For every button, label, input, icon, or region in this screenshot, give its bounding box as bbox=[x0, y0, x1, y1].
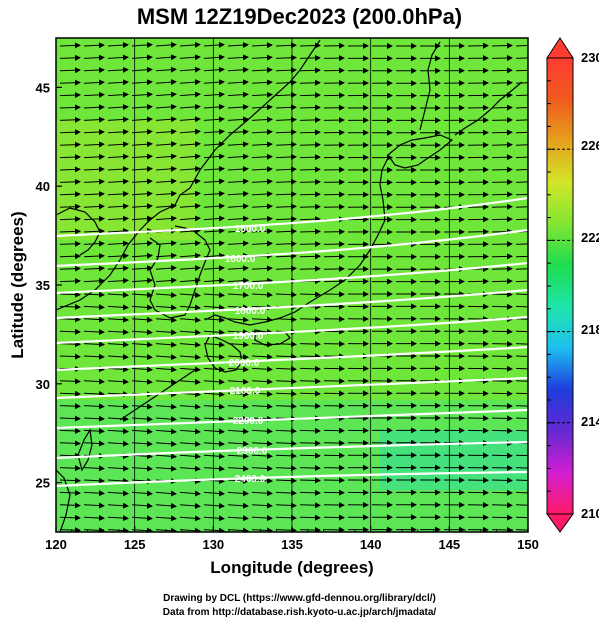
y-tick-label: 40 bbox=[36, 179, 50, 194]
height-contour-line bbox=[56, 315, 528, 345]
x-tick-label: 140 bbox=[360, 537, 382, 552]
chart-title: MSM 12Z19Dec2023 (200.0hPa) bbox=[136, 4, 463, 29]
height-contour-line bbox=[56, 345, 528, 372]
colorbar-top-triangle bbox=[546, 37, 574, 59]
contour-label: 2100.0 bbox=[230, 386, 261, 397]
contour-label: 1800.0 bbox=[235, 306, 266, 317]
height-contour-line bbox=[56, 408, 528, 430]
southeast-cyan-patch bbox=[380, 430, 528, 490]
colorbar-label-222: 222 bbox=[581, 230, 599, 245]
height-contour-line bbox=[56, 440, 528, 460]
height-contours: 1500.0 1600.0 1700.0 1800.0 1900.0 2000.0 2100… bbox=[56, 196, 528, 488]
footer-credit-data: Data from http://database.rish.kyoto-u.a… bbox=[162, 607, 437, 618]
footer-credit-dcl: Drawing by DCL (https://www.gfd-dennou.o… bbox=[163, 593, 436, 604]
y-tick-label: 25 bbox=[36, 476, 50, 491]
colorbar: 230 226 222 218 214 210 bbox=[546, 37, 599, 533]
wind-vectors bbox=[59, 41, 528, 532]
height-contour-line bbox=[56, 261, 528, 295]
contour-label: 2400.0 bbox=[235, 474, 266, 485]
x-tick-label: 125 bbox=[124, 537, 146, 552]
colorbar-label-226: 226 bbox=[581, 138, 599, 153]
y-tick-label: 30 bbox=[36, 377, 50, 392]
northwest-yellow-patch bbox=[56, 120, 196, 240]
contour-label: 1600.0 bbox=[225, 254, 256, 265]
height-contour-line bbox=[56, 196, 528, 238]
x-tick-label: 145 bbox=[438, 537, 460, 552]
x-tick-label: 135 bbox=[281, 537, 303, 552]
contour-label: 1900.0 bbox=[233, 331, 264, 342]
colorbar-bottom-triangle bbox=[546, 513, 574, 533]
colorbar-label-210: 210 bbox=[581, 506, 599, 521]
contour-label: 1700.0 bbox=[233, 281, 264, 292]
axis-ticks: 120 125 130 135 140 145 150 25 30 35 40 45 bbox=[36, 80, 539, 552]
x-tick-label: 150 bbox=[517, 537, 539, 552]
x-axis-label: Longitude (degrees) bbox=[210, 558, 374, 577]
x-tick-label: 120 bbox=[45, 537, 67, 552]
height-contour-line bbox=[56, 376, 528, 400]
y-tick-label: 35 bbox=[36, 278, 50, 293]
y-tick-label: 45 bbox=[36, 80, 50, 95]
x-tick-label: 130 bbox=[202, 537, 224, 552]
height-contour-line bbox=[56, 470, 528, 488]
colorbar-label-218: 218 bbox=[581, 322, 599, 337]
height-contour-line bbox=[56, 228, 528, 268]
colorbar-label-214: 214 bbox=[581, 414, 599, 429]
contour-label: 2000.0 bbox=[229, 358, 260, 369]
y-axis-label: Latitude (degrees) bbox=[8, 211, 27, 359]
height-contour-line bbox=[56, 288, 528, 320]
coastlines bbox=[56, 39, 523, 532]
contour-label: 1500.0 bbox=[235, 224, 266, 235]
colorbar-label-230: 230 bbox=[581, 50, 599, 65]
contour-label: 2300.0 bbox=[237, 446, 268, 457]
contour-label: 2200.0 bbox=[233, 416, 264, 427]
